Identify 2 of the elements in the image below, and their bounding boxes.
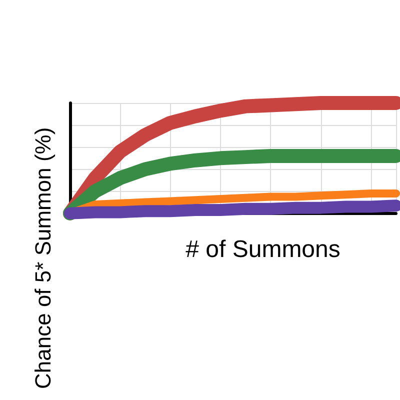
y-axis-title: Chance of 5* Summon (%) [30,127,56,389]
x-axis-title: # of Summons [186,236,340,263]
